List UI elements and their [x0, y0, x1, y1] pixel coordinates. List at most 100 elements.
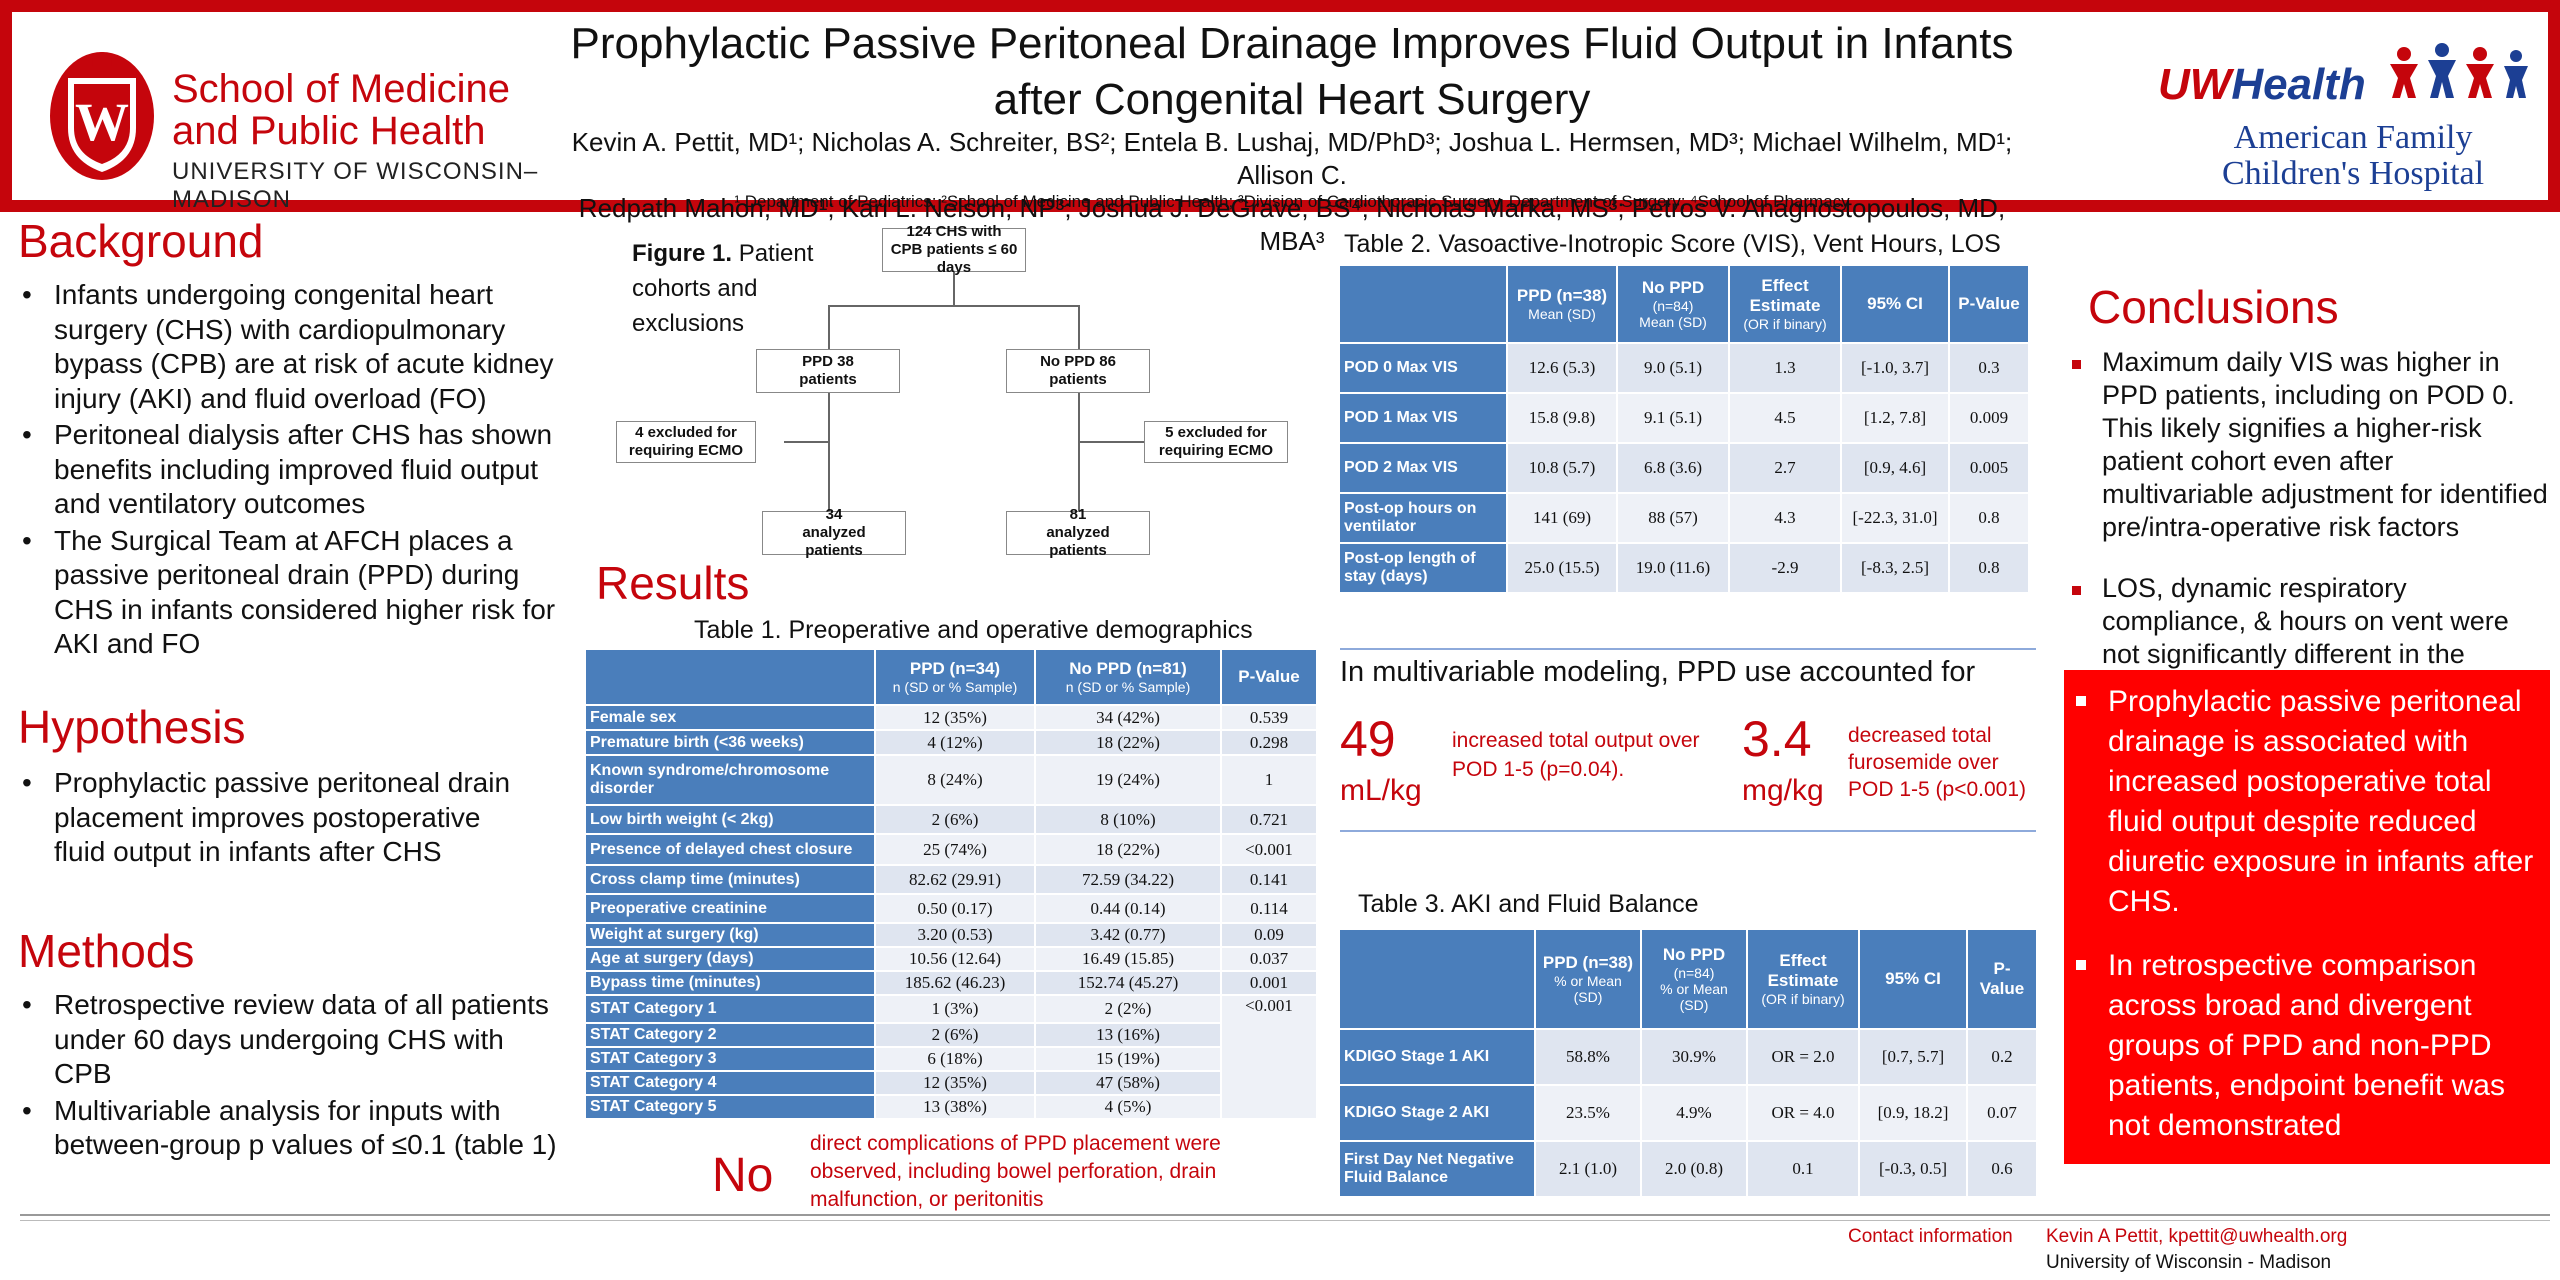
table-cell: 47 (58%) [1034, 1070, 1222, 1096]
school-line2: and Public Health [172, 109, 486, 153]
table-row: Preoperative creatinine 0.50 (0.17) 0.44 (… [584, 893, 1318, 924]
table-cell: 0.001 [1220, 970, 1318, 996]
table3-header: Effect Estimate (OR if binary) [1746, 928, 1860, 1030]
table1-header: No PPD (n=81) n (SD or % Sample) [1034, 648, 1222, 706]
table-cell: 12 (35%) [874, 704, 1036, 731]
table-cell: 8 (24%) [874, 754, 1036, 806]
row-label: First Day Net Negative Fluid Balance [1338, 1140, 1536, 1198]
row-label: Known syndrome/chromosome disorder [584, 754, 876, 806]
stat2-value: 3.4 [1742, 711, 1812, 767]
table-cell: 0.09 [1220, 922, 1318, 948]
table2-title: Table 2. Vasoactive-Inotropic Score (VIS… [1344, 230, 2001, 258]
table-cell: 0.8 [1948, 542, 2030, 594]
contact-org: University of Wisconsin - Madison [2046, 1252, 2332, 1273]
table-cell: 2.7 [1728, 442, 1842, 494]
table-cell: 58.8% [1534, 1028, 1642, 1086]
row-label: STAT Category 4 [584, 1070, 876, 1096]
school-line1: School of Medicine [172, 67, 510, 111]
table-row: Presence of delayed chest closure 25 (74%… [584, 833, 1318, 866]
table-row: Cross clamp time (minutes) 82.62 (29.91) 7… [584, 864, 1318, 895]
table-cell: 15.8 (9.8) [1506, 392, 1618, 444]
contact-name[interactable]: Kevin A Pettit, kpettit@uwhealth.org [2046, 1226, 2348, 1247]
table-row: POD 1 Max VIS 15.8 (9.8) 9.1 (5.1) 4.5 [1.2,… [1338, 392, 2030, 444]
afch-line2: Children's Hospital [2222, 155, 2485, 192]
table-row: KDIGO Stage 2 AKI 23.5% 4.9% OR = 4.0 [0.9, … [1338, 1084, 2038, 1142]
row-label: Bypass time (minutes) [584, 970, 876, 996]
stat1-value: 49 [1340, 711, 1396, 767]
flow-box-excluded-left: 4 excluded for requiring ECMO [616, 421, 756, 463]
row-label: Low birth weight (< 2kg) [584, 804, 876, 835]
row-label: Premature birth (<36 weeks) [584, 729, 876, 756]
table-cell: [-0.3, 0.5] [1858, 1140, 1968, 1198]
author-list: Kevin A. Pettit, MD¹; Nicholas A. Schrei… [552, 126, 2032, 258]
table2-header: P-Value [1948, 264, 2030, 344]
footer-rule [20, 1220, 2550, 1221]
flow-connector [828, 305, 830, 349]
table-row: STAT Category 5 13 (38%) 4 (5%) [584, 1094, 1317, 1120]
table-cell: 0.3 [1948, 342, 2030, 394]
table-cell: 0.037 [1220, 946, 1318, 972]
methods-title: Methods [18, 925, 195, 977]
table-row: Post-op length of stay (days) 25.0 (15.5)… [1338, 542, 2030, 594]
key-findings-box: Prophylactic passive peritoneal drainage… [2064, 670, 2550, 1164]
table-cell: 2.0 (0.8) [1640, 1140, 1748, 1198]
flow-connector [828, 305, 1078, 307]
table-cell: 0.009 [1948, 392, 2030, 444]
table-cell: 1 (3%) [874, 994, 1036, 1024]
table-cell: 0.6 [1966, 1140, 2038, 1198]
conclusions-title: Conclusions [2088, 281, 2339, 333]
no-complications-word: No [712, 1149, 774, 1202]
flow-connector [953, 272, 955, 306]
table-cell: [0.9, 4.6] [1840, 442, 1950, 494]
row-label: STAT Category 1 [584, 994, 876, 1024]
table-cell: 15 (19%) [1034, 1046, 1222, 1072]
table3-header: P-Value [1966, 928, 2038, 1030]
contact-label: Contact information [1848, 1226, 2013, 1247]
table2: PPD (n=38) Mean (SD) No PPD (n=84) Mean (SD… [1338, 264, 2030, 594]
table-row: Post-op hours on ventilator 141 (69) 88 (5… [1338, 492, 2030, 544]
table-cell: 25.0 (15.5) [1506, 542, 1618, 594]
table-cell: 185.62 (46.23) [874, 970, 1036, 996]
conclusions-list: Maximum daily VIS was higher in PPD pati… [2066, 346, 2550, 706]
poster-title: Prophylactic Passive Peritoneal Drainage… [552, 16, 2032, 128]
table-cell: 1.3 [1728, 342, 1842, 394]
flow-connector [828, 393, 830, 511]
row-label: Age at surgery (days) [584, 946, 876, 972]
table1-header: PPD (n=34) n (SD or % Sample) [874, 648, 1036, 706]
svg-text:W: W [75, 92, 129, 152]
table2-header: No PPD (n=84) Mean (SD) [1616, 264, 1730, 344]
table-cell: 4.5 [1728, 392, 1842, 444]
table-cell: 141 (69) [1506, 492, 1618, 544]
table-row: Premature birth (<36 weeks) 4 (12%) 18 (22… [584, 729, 1318, 756]
university-name: UNIVERSITY OF WISCONSIN–MADISON [172, 158, 539, 213]
methods-list: Retrospective review data of all patient… [18, 988, 568, 1165]
affiliations: ¹ Department of Pediatrics; ²School of M… [734, 192, 1850, 211]
row-label: Post-op hours on ventilator [1338, 492, 1508, 544]
table-cell: 23.5% [1534, 1084, 1642, 1142]
table-cell: [-1.0, 3.7] [1840, 342, 1950, 394]
figure1-caption-text: Patient cohorts and exclusions [632, 240, 814, 337]
table-row: Bypass time (minutes) 185.62 (46.23) 152.7… [584, 970, 1318, 996]
figure1-label: Figure 1. [632, 240, 733, 267]
table-cell: 0.721 [1220, 804, 1318, 835]
table-cell: <0.001 [1220, 833, 1318, 866]
table-cell: 72.59 (34.22) [1034, 864, 1222, 895]
table-row: POD 0 Max VIS 12.6 (5.3) 9.0 (5.1) 1.3 [-1.0… [1338, 342, 2030, 394]
background-bullet: Infants undergoing congenital heart surg… [18, 278, 558, 416]
table-cell: 152.74 (45.27) [1034, 970, 1222, 996]
table-cell: 18 (22%) [1034, 729, 1222, 756]
table-cell: <0.001 [1220, 994, 1318, 1120]
authors-line1: Kevin A. Pettit, MD¹; Nicholas A. Schrei… [571, 127, 2013, 190]
flow-connector [1080, 441, 1144, 443]
table-cell: 6.8 (3.6) [1616, 442, 1730, 494]
table-cell: 10.8 (5.7) [1506, 442, 1618, 494]
authors-line2: Redpath Mahon, MD¹; Kari L. Nelson, NP³;… [578, 193, 2006, 256]
table1-title: Table 1. Preoperative and operative demo… [694, 616, 1253, 644]
table1-header [584, 648, 876, 706]
table-cell: 0.2 [1966, 1028, 2038, 1086]
table-cell: 0.114 [1220, 893, 1318, 924]
key-finding-bullet: Prophylactic passive peritoneal drainage… [2064, 682, 2544, 922]
table-cell: 13 (38%) [874, 1094, 1036, 1120]
table-cell: [-8.3, 2.5] [1840, 542, 1950, 594]
table2-header [1338, 264, 1508, 344]
